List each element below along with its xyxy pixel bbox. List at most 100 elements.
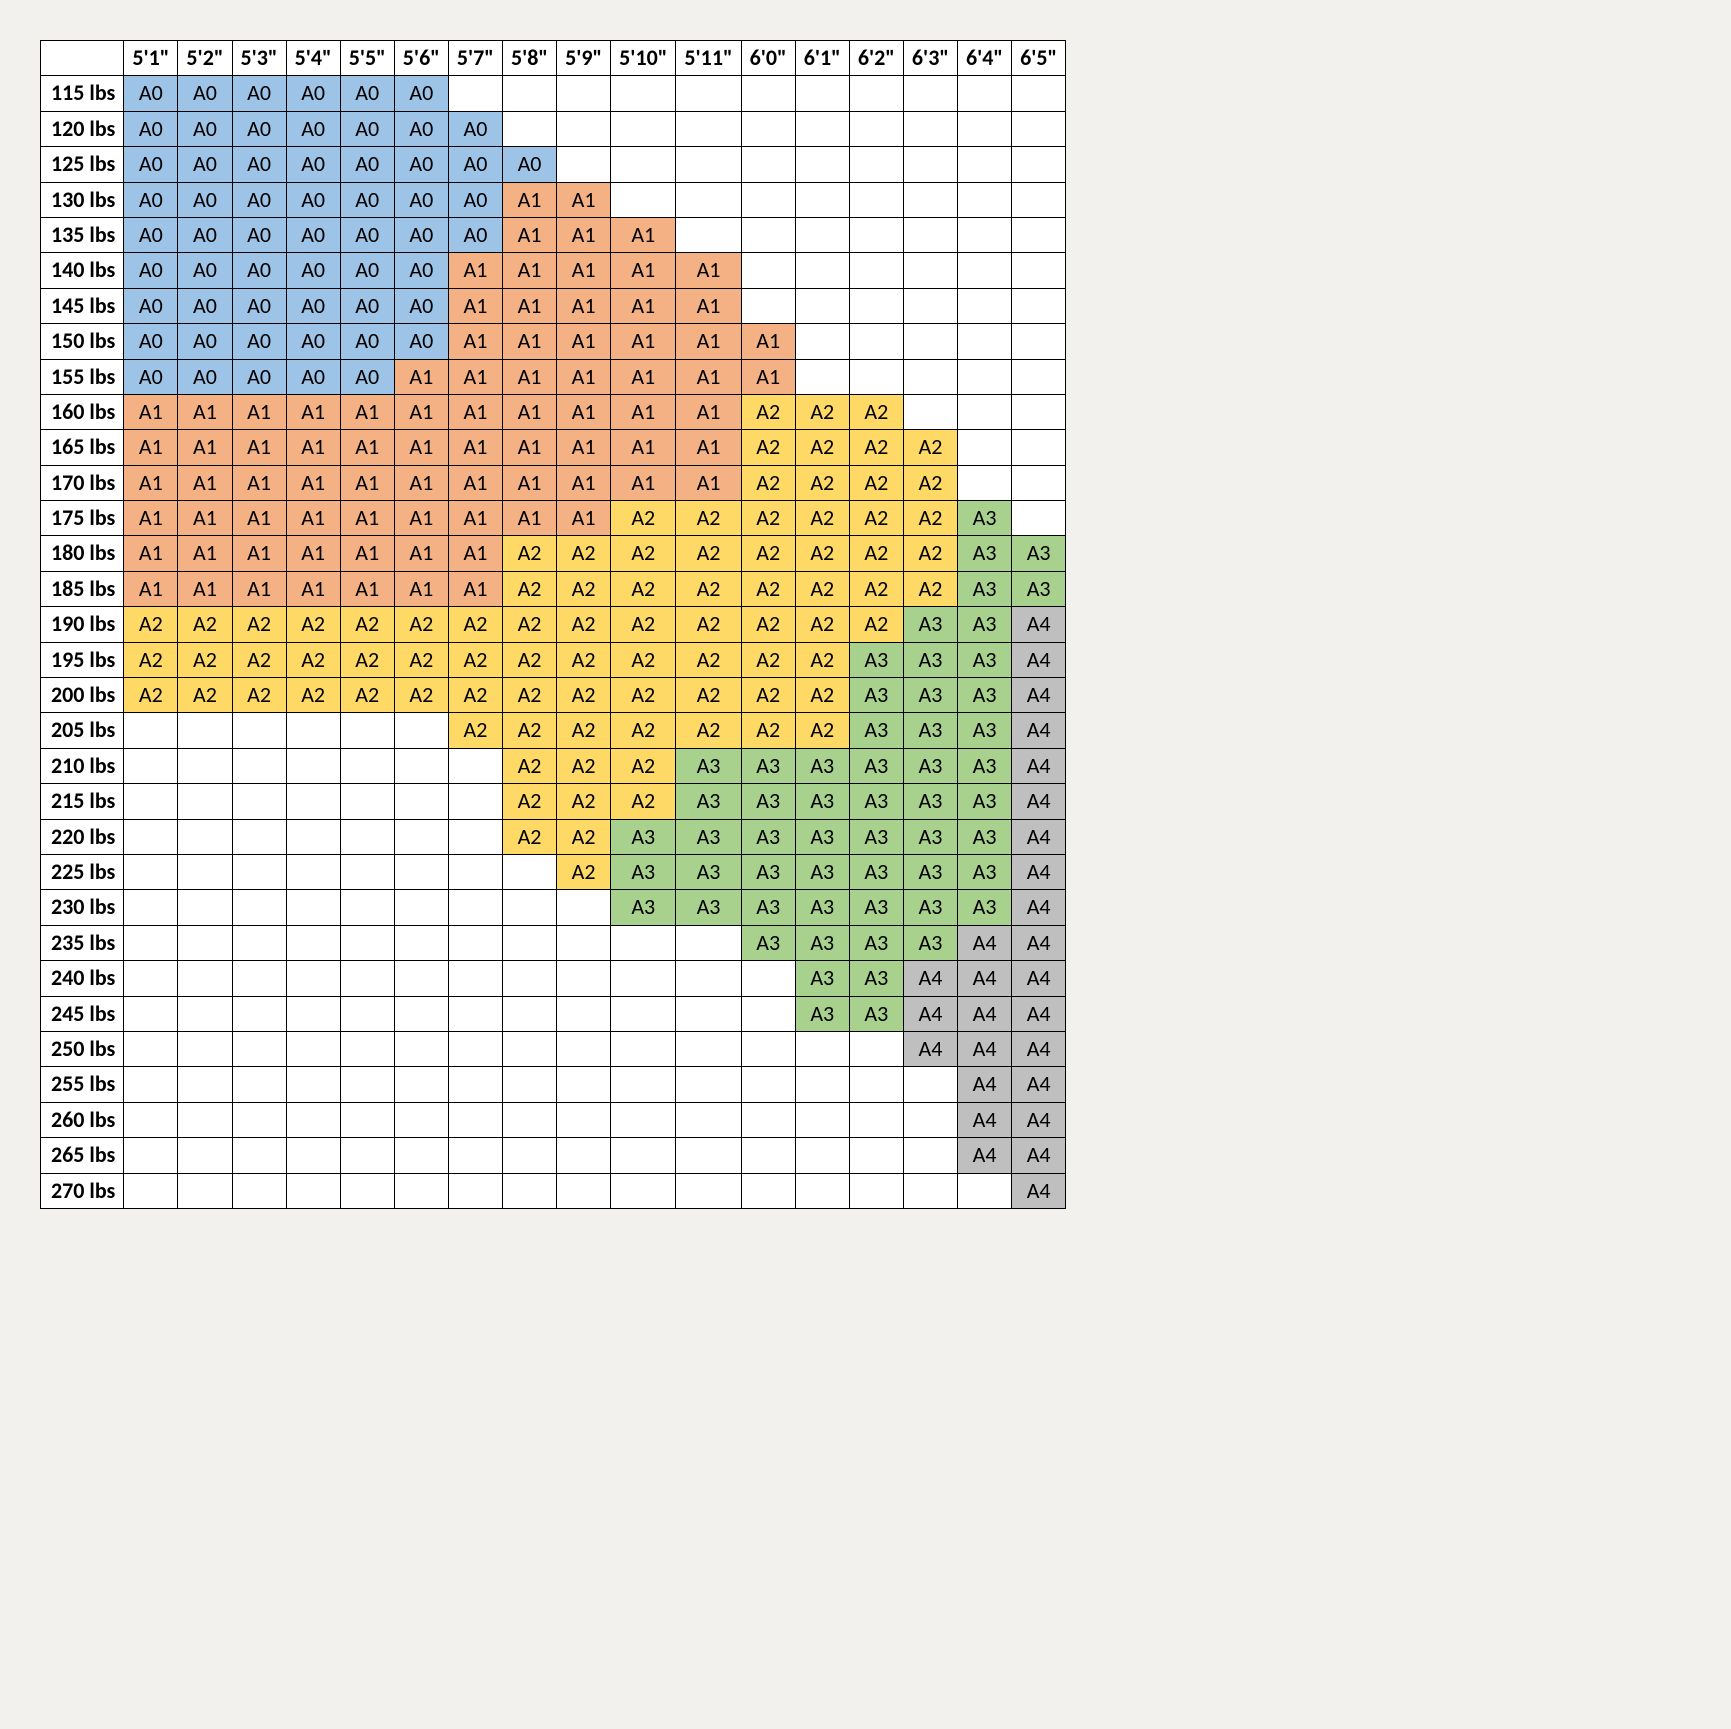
data-cell: A0 [232, 253, 286, 288]
data-cell [611, 182, 676, 217]
data-cell: A2 [795, 678, 849, 713]
data-cell: A1 [448, 288, 502, 323]
data-cell [502, 1067, 556, 1102]
data-cell [676, 1031, 741, 1066]
data-cell [676, 1173, 741, 1208]
data-cell [557, 961, 611, 996]
data-cell: A1 [232, 571, 286, 606]
data-cell [958, 182, 1012, 217]
data-cell: A2 [178, 607, 232, 642]
data-cell [232, 961, 286, 996]
row-header: 195 lbs [41, 642, 124, 677]
data-cell: A2 [741, 430, 795, 465]
data-cell: A1 [286, 394, 340, 429]
table-row: 195 lbsA2A2A2A2A2A2A2A2A2A2A2A2A2A3A3A3A… [41, 642, 1066, 677]
table-row: 255 lbsA4A4 [41, 1067, 1066, 1102]
data-cell: A2 [741, 465, 795, 500]
data-cell: A3 [795, 854, 849, 889]
data-cell [340, 1173, 394, 1208]
data-cell: A0 [340, 182, 394, 217]
data-cell: A3 [903, 784, 957, 819]
data-cell [958, 394, 1012, 429]
data-cell: A2 [340, 678, 394, 713]
data-cell: A2 [232, 642, 286, 677]
data-cell [741, 217, 795, 252]
data-cell [676, 1138, 741, 1173]
data-cell [958, 430, 1012, 465]
data-cell: A0 [124, 288, 178, 323]
data-cell: A3 [676, 819, 741, 854]
table-row: 265 lbsA4A4 [41, 1138, 1066, 1173]
data-cell [232, 925, 286, 960]
data-cell [795, 182, 849, 217]
table-row: 150 lbsA0A0A0A0A0A0A1A1A1A1A1A1 [41, 324, 1066, 359]
data-cell: A1 [286, 430, 340, 465]
data-cell [741, 996, 795, 1031]
data-cell: A3 [903, 748, 957, 783]
data-cell: A0 [340, 324, 394, 359]
data-cell: A0 [286, 76, 340, 111]
table-row: 130 lbsA0A0A0A0A0A0A0A1A1 [41, 182, 1066, 217]
data-cell: A1 [557, 394, 611, 429]
data-cell: A2 [448, 713, 502, 748]
data-cell [676, 961, 741, 996]
column-header: 5'4" [286, 41, 340, 76]
table-row: 180 lbsA1A1A1A1A1A1A1A2A2A2A2A2A2A2A2A3A… [41, 536, 1066, 571]
row-header: 270 lbs [41, 1173, 124, 1208]
data-cell [448, 748, 502, 783]
data-cell [611, 1138, 676, 1173]
row-header: 185 lbs [41, 571, 124, 606]
data-cell: A0 [394, 324, 448, 359]
data-cell: A1 [676, 430, 741, 465]
data-cell: A1 [448, 465, 502, 500]
row-header: 160 lbs [41, 394, 124, 429]
data-cell [232, 713, 286, 748]
data-cell: A1 [502, 253, 556, 288]
data-cell [502, 76, 556, 111]
data-cell [557, 1102, 611, 1137]
data-cell [903, 182, 957, 217]
table-row: 175 lbsA1A1A1A1A1A1A1A1A1A2A2A2A2A2A2A3 [41, 501, 1066, 536]
data-cell [611, 925, 676, 960]
data-cell: A0 [232, 288, 286, 323]
data-cell [676, 1067, 741, 1102]
row-header: 190 lbs [41, 607, 124, 642]
data-cell [286, 1067, 340, 1102]
data-cell [557, 147, 611, 182]
data-cell [286, 1173, 340, 1208]
row-header: 250 lbs [41, 1031, 124, 1066]
data-cell: A0 [286, 253, 340, 288]
data-cell: A0 [178, 182, 232, 217]
data-cell [611, 1102, 676, 1137]
data-cell: A3 [795, 784, 849, 819]
data-cell [958, 253, 1012, 288]
data-cell [232, 1138, 286, 1173]
data-cell [124, 1031, 178, 1066]
data-cell: A3 [795, 819, 849, 854]
data-cell [849, 182, 903, 217]
data-cell: A1 [178, 394, 232, 429]
data-cell [741, 76, 795, 111]
data-cell: A2 [394, 607, 448, 642]
data-cell: A2 [178, 642, 232, 677]
data-cell: A2 [741, 394, 795, 429]
table-body: 115 lbsA0A0A0A0A0A0120 lbsA0A0A0A0A0A0A0… [41, 76, 1066, 1209]
data-cell: A1 [557, 217, 611, 252]
data-cell: A0 [124, 76, 178, 111]
data-cell: A3 [611, 819, 676, 854]
data-cell [178, 1031, 232, 1066]
data-cell [502, 1173, 556, 1208]
data-cell [1012, 359, 1066, 394]
data-cell: A1 [611, 217, 676, 252]
table-row: 145 lbsA0A0A0A0A0A0A1A1A1A1A1 [41, 288, 1066, 323]
data-cell: A1 [502, 465, 556, 500]
row-header: 245 lbs [41, 996, 124, 1031]
data-cell: A0 [124, 324, 178, 359]
column-header: 5'6" [394, 41, 448, 76]
data-cell [340, 890, 394, 925]
row-header: 120 lbs [41, 111, 124, 146]
data-cell: A0 [394, 147, 448, 182]
data-cell: A2 [557, 678, 611, 713]
data-cell: A2 [557, 607, 611, 642]
data-cell: A2 [795, 642, 849, 677]
